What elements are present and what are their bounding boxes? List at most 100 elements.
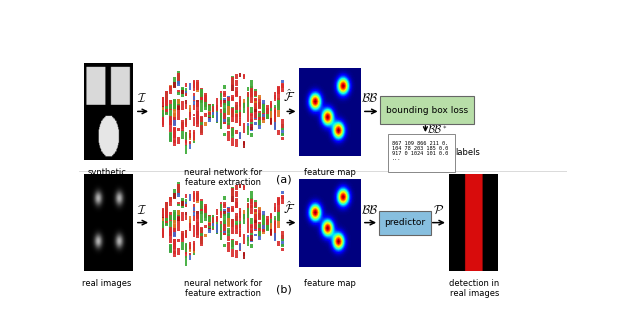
FancyBboxPatch shape <box>193 243 195 251</box>
FancyBboxPatch shape <box>246 97 249 107</box>
FancyBboxPatch shape <box>219 93 222 100</box>
FancyBboxPatch shape <box>197 222 199 231</box>
FancyBboxPatch shape <box>215 223 219 233</box>
FancyBboxPatch shape <box>200 126 203 133</box>
FancyBboxPatch shape <box>231 188 234 196</box>
FancyBboxPatch shape <box>185 120 188 127</box>
FancyBboxPatch shape <box>281 137 284 139</box>
FancyBboxPatch shape <box>185 144 188 154</box>
FancyBboxPatch shape <box>197 103 199 107</box>
FancyBboxPatch shape <box>185 132 188 140</box>
FancyBboxPatch shape <box>273 107 276 113</box>
FancyBboxPatch shape <box>181 130 183 139</box>
FancyBboxPatch shape <box>273 227 276 235</box>
FancyBboxPatch shape <box>224 214 226 224</box>
FancyBboxPatch shape <box>266 110 268 119</box>
FancyBboxPatch shape <box>281 244 284 247</box>
FancyBboxPatch shape <box>188 141 192 144</box>
FancyBboxPatch shape <box>193 133 195 141</box>
FancyBboxPatch shape <box>270 108 272 115</box>
FancyBboxPatch shape <box>258 225 261 232</box>
FancyBboxPatch shape <box>239 118 241 126</box>
FancyBboxPatch shape <box>227 101 230 108</box>
FancyBboxPatch shape <box>258 116 261 120</box>
FancyBboxPatch shape <box>208 112 210 116</box>
FancyBboxPatch shape <box>181 201 183 206</box>
FancyBboxPatch shape <box>235 225 238 234</box>
FancyBboxPatch shape <box>235 105 238 113</box>
FancyBboxPatch shape <box>173 99 176 102</box>
FancyBboxPatch shape <box>243 213 245 216</box>
FancyBboxPatch shape <box>169 104 172 109</box>
FancyBboxPatch shape <box>224 211 226 216</box>
FancyBboxPatch shape <box>270 112 272 118</box>
FancyBboxPatch shape <box>219 120 222 125</box>
FancyBboxPatch shape <box>219 224 222 231</box>
FancyBboxPatch shape <box>173 77 176 87</box>
FancyBboxPatch shape <box>281 80 284 83</box>
FancyBboxPatch shape <box>250 115 253 121</box>
FancyBboxPatch shape <box>258 120 261 124</box>
FancyBboxPatch shape <box>277 104 280 108</box>
FancyBboxPatch shape <box>173 100 176 110</box>
FancyBboxPatch shape <box>231 108 234 110</box>
FancyBboxPatch shape <box>185 136 188 146</box>
FancyBboxPatch shape <box>166 208 168 214</box>
FancyBboxPatch shape <box>197 115 199 124</box>
FancyBboxPatch shape <box>235 191 238 198</box>
FancyBboxPatch shape <box>185 204 188 208</box>
FancyBboxPatch shape <box>281 230 284 239</box>
FancyBboxPatch shape <box>239 211 241 218</box>
FancyBboxPatch shape <box>277 129 280 135</box>
FancyBboxPatch shape <box>250 93 253 103</box>
FancyBboxPatch shape <box>212 216 214 219</box>
FancyBboxPatch shape <box>181 200 183 208</box>
FancyBboxPatch shape <box>166 216 168 223</box>
FancyBboxPatch shape <box>273 230 276 238</box>
FancyBboxPatch shape <box>162 225 164 234</box>
FancyBboxPatch shape <box>273 96 276 99</box>
FancyBboxPatch shape <box>197 218 199 226</box>
FancyBboxPatch shape <box>224 85 226 89</box>
FancyBboxPatch shape <box>208 111 210 120</box>
FancyBboxPatch shape <box>197 214 199 218</box>
FancyBboxPatch shape <box>181 233 183 239</box>
FancyBboxPatch shape <box>208 109 210 112</box>
FancyBboxPatch shape <box>212 112 214 115</box>
FancyBboxPatch shape <box>212 215 214 224</box>
FancyBboxPatch shape <box>262 211 265 220</box>
FancyBboxPatch shape <box>224 116 226 124</box>
FancyBboxPatch shape <box>255 219 257 224</box>
FancyBboxPatch shape <box>255 213 257 219</box>
FancyBboxPatch shape <box>208 106 210 112</box>
FancyBboxPatch shape <box>224 133 226 136</box>
FancyBboxPatch shape <box>204 212 207 221</box>
FancyBboxPatch shape <box>250 192 253 200</box>
FancyBboxPatch shape <box>166 202 168 208</box>
FancyBboxPatch shape <box>227 123 230 129</box>
FancyBboxPatch shape <box>166 91 168 99</box>
FancyBboxPatch shape <box>270 214 272 218</box>
FancyBboxPatch shape <box>266 222 268 225</box>
FancyBboxPatch shape <box>185 231 188 238</box>
FancyBboxPatch shape <box>281 191 284 194</box>
FancyBboxPatch shape <box>235 250 238 258</box>
FancyBboxPatch shape <box>166 106 168 110</box>
FancyBboxPatch shape <box>193 225 195 228</box>
Text: $\hat{\mathcal{F}}$: $\hat{\mathcal{F}}$ <box>284 88 296 105</box>
Text: neural network for
feature extraction: neural network for feature extraction <box>184 279 262 298</box>
FancyBboxPatch shape <box>224 222 226 226</box>
FancyBboxPatch shape <box>270 219 272 226</box>
Text: 104 78 203 185 0.0: 104 78 203 185 0.0 <box>392 146 449 151</box>
FancyBboxPatch shape <box>200 228 203 233</box>
FancyBboxPatch shape <box>258 227 261 231</box>
FancyBboxPatch shape <box>212 215 214 225</box>
FancyBboxPatch shape <box>250 120 253 124</box>
FancyBboxPatch shape <box>239 133 241 139</box>
FancyBboxPatch shape <box>231 227 234 234</box>
FancyBboxPatch shape <box>212 221 214 229</box>
FancyBboxPatch shape <box>193 81 195 91</box>
FancyBboxPatch shape <box>162 214 164 223</box>
FancyBboxPatch shape <box>281 235 284 241</box>
FancyBboxPatch shape <box>255 211 257 214</box>
